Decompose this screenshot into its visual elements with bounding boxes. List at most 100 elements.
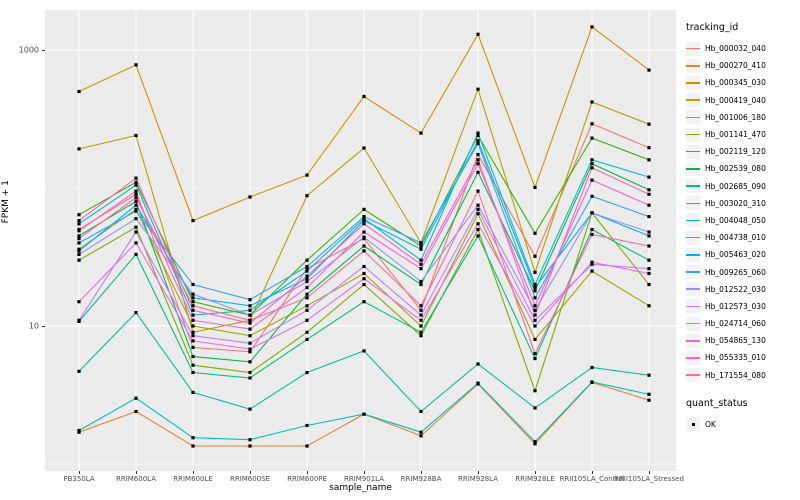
legend-color-line-icon xyxy=(686,271,700,273)
data-point xyxy=(476,207,480,211)
data-point xyxy=(134,409,138,414)
data-point xyxy=(248,350,252,354)
legend-color-line-icon xyxy=(686,99,700,101)
legend-key xyxy=(686,161,700,176)
data-point xyxy=(419,241,423,245)
legend-color-line-icon xyxy=(686,254,700,256)
data-point xyxy=(590,227,594,232)
data-point xyxy=(419,430,423,434)
legend-item-Hb_004048_050: Hb_004048_050 xyxy=(686,212,798,229)
data-point xyxy=(362,222,366,226)
data-point xyxy=(419,279,423,284)
data-point xyxy=(419,330,423,334)
data-point xyxy=(305,370,309,375)
data-point xyxy=(476,141,480,146)
legend-item-Hb_055335_010: Hb_055335_010 xyxy=(686,349,798,366)
data-point xyxy=(134,192,138,196)
data-point xyxy=(590,232,594,237)
data-point xyxy=(191,363,195,367)
data-point xyxy=(362,217,366,221)
legend-item-Hb_012522_030: Hb_012522_030 xyxy=(686,281,798,298)
data-point xyxy=(647,282,651,287)
legend-label: Hb_005463_020 xyxy=(705,250,766,260)
data-point xyxy=(533,442,537,446)
data-point xyxy=(533,282,537,287)
data-point xyxy=(419,247,423,251)
data-point xyxy=(533,254,537,258)
data-point xyxy=(191,330,195,334)
x-tick-label-RRIM600LE: RRIM600LE xyxy=(173,475,213,483)
data-point xyxy=(248,321,252,325)
legend-item-Hb_054865_130: Hb_054865_130 xyxy=(686,332,798,349)
x-tick-mark xyxy=(136,471,137,474)
data-point xyxy=(533,296,537,300)
legend-color-line-icon xyxy=(686,340,700,342)
data-point xyxy=(647,267,651,271)
data-point xyxy=(77,147,81,151)
data-point xyxy=(77,300,81,304)
x-tick-label-RRIM901LA: RRIM901LA xyxy=(343,475,385,483)
data-point xyxy=(305,444,309,448)
data-point xyxy=(362,349,366,353)
legend-color-line-icon xyxy=(686,133,700,136)
data-point xyxy=(305,173,309,177)
data-point xyxy=(305,277,309,281)
data-point xyxy=(134,207,138,211)
legend-label: Hb_001006_180 xyxy=(705,112,766,122)
x-tick-mark xyxy=(79,471,80,474)
data-point xyxy=(248,304,252,308)
legend-item-Hb_001006_180: Hb_001006_180 xyxy=(686,109,798,126)
legend-item-Hb_024714_060: Hb_024714_060 xyxy=(686,315,798,332)
data-point xyxy=(590,178,594,182)
data-point xyxy=(590,166,594,170)
data-point xyxy=(77,227,81,232)
data-point xyxy=(305,194,309,198)
data-point xyxy=(647,244,651,248)
legend-label: Hb_004738_010 xyxy=(705,233,766,243)
data-point xyxy=(191,292,195,296)
data-point xyxy=(191,296,195,300)
data-point xyxy=(533,289,537,293)
data-point xyxy=(533,318,537,322)
data-point xyxy=(590,380,594,384)
data-point xyxy=(590,262,594,266)
data-point xyxy=(476,139,480,143)
legend: tracking_id Hb_000032_040 Hb_000270_410 Hb… xyxy=(686,22,798,433)
legend-key xyxy=(686,265,700,280)
legend-key-ok xyxy=(686,417,700,432)
data-point xyxy=(533,357,537,361)
x-tick-mark xyxy=(307,471,308,474)
x-axis-title: sample_name xyxy=(329,483,392,493)
x-tick-label-RRIM600SE: RRIM600SE xyxy=(229,475,271,483)
data-point xyxy=(77,318,81,322)
data-point xyxy=(248,407,252,411)
x-tick-mark xyxy=(193,471,194,474)
data-point xyxy=(476,362,480,366)
data-point xyxy=(362,271,366,276)
legend-item-Hb_001141_470: Hb_001141_470 xyxy=(686,126,798,143)
data-point xyxy=(647,203,651,207)
data-point xyxy=(362,207,366,211)
data-point xyxy=(590,162,594,166)
data-point xyxy=(77,213,81,217)
data-point xyxy=(419,318,423,322)
data-point xyxy=(191,313,195,317)
legend-label: Hb_024714_060 xyxy=(705,319,766,329)
legend-item-Hb_000345_030: Hb_000345_030 xyxy=(686,74,798,91)
legend-item-Hb_005463_020: Hb_005463_020 xyxy=(686,246,798,263)
data-point xyxy=(533,304,537,308)
legend-label: Hb_000032_040 xyxy=(705,44,766,54)
data-point xyxy=(647,258,651,262)
legend-title-quant-status: quant_status xyxy=(686,397,748,409)
data-point xyxy=(305,330,309,334)
legend-key xyxy=(686,41,700,56)
x-tick-mark xyxy=(649,471,650,474)
data-point xyxy=(134,252,138,256)
data-point xyxy=(476,222,480,226)
data-point xyxy=(134,225,138,229)
data-point xyxy=(476,133,480,138)
legend-key xyxy=(686,368,700,383)
data-point xyxy=(533,324,537,328)
data-point xyxy=(590,269,594,273)
data-point xyxy=(248,376,252,380)
